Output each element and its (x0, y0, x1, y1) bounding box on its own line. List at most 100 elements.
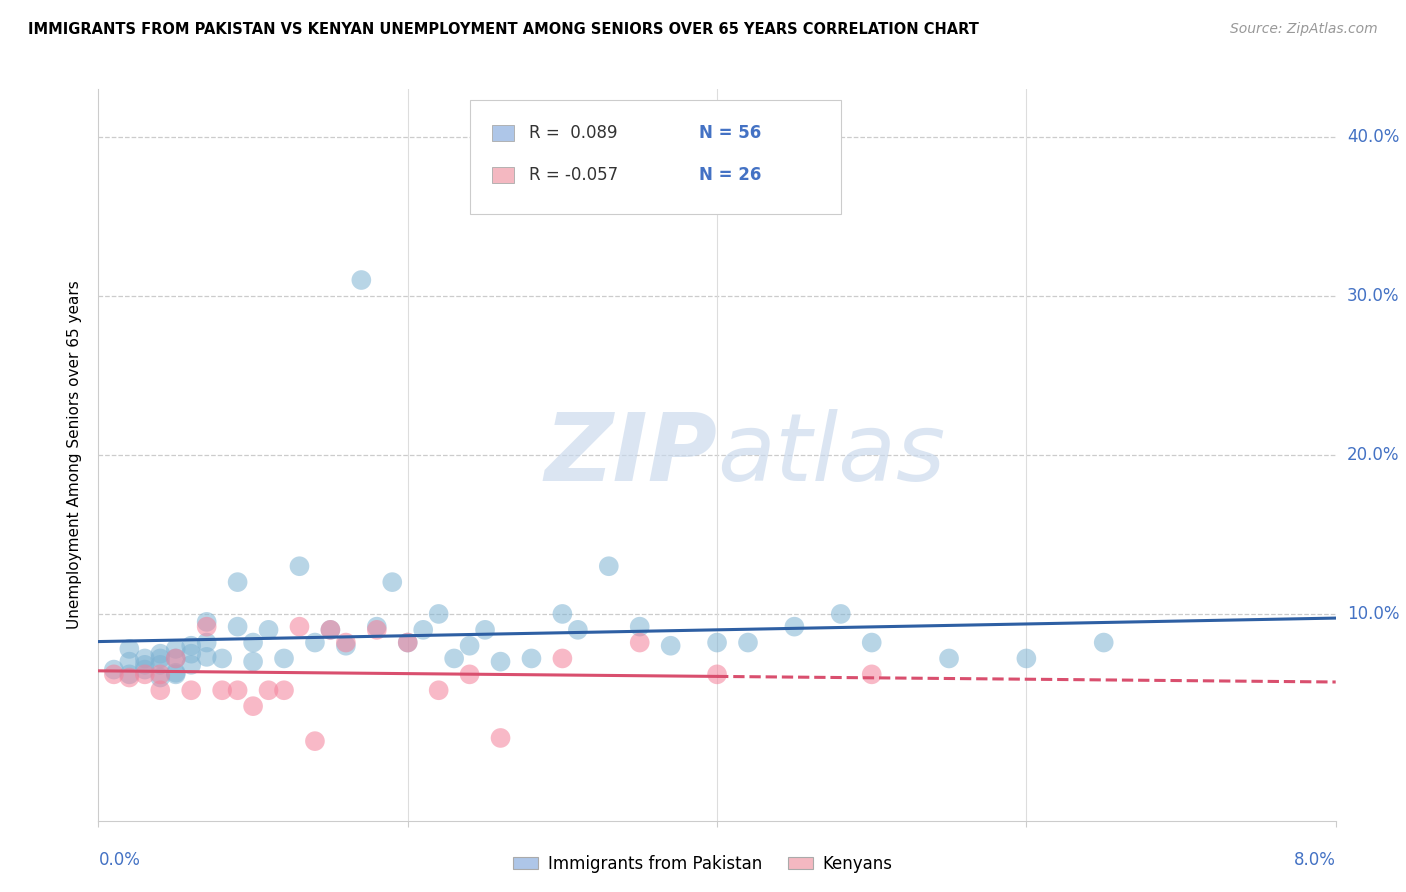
Point (195, 615, 218, 629)
Text: atlas: atlas (717, 409, 945, 500)
Point (1092, 635, 1115, 649)
Point (226, 575, 249, 590)
Point (860, 667, 883, 681)
Point (443, 651, 465, 665)
Point (257, 623, 280, 637)
Legend: Immigrants from Pakistan, Kenyans: Immigrants from Pakistan, Kenyans (506, 848, 900, 880)
FancyBboxPatch shape (492, 125, 513, 141)
Point (149, 651, 172, 665)
Point (134, 651, 156, 665)
Point (103, 663, 125, 677)
FancyBboxPatch shape (470, 100, 841, 213)
Point (165, 651, 187, 665)
Point (830, 607, 852, 621)
Text: R =  0.089: R = 0.089 (529, 124, 617, 142)
Point (118, 667, 141, 681)
Text: IMMIGRANTS FROM PAKISTAN VS KENYAN UNEMPLOYMENT AMONG SENIORS OVER 65 YEARS CORR: IMMIGRANTS FROM PAKISTAN VS KENYAN UNEMP… (28, 22, 979, 37)
Point (242, 635, 264, 649)
Point (628, 620, 651, 634)
Point (180, 657, 202, 672)
Point (195, 649, 218, 664)
Text: 8.0%: 8.0% (1294, 851, 1336, 869)
Point (366, 623, 388, 637)
Point (458, 667, 481, 681)
Point (149, 647, 172, 661)
Point (489, 731, 512, 745)
Point (938, 651, 960, 665)
Point (288, 559, 311, 574)
Point (149, 657, 172, 672)
Point (598, 559, 620, 574)
Text: 30.0%: 30.0% (1347, 287, 1399, 305)
Point (783, 620, 806, 634)
Point (551, 607, 574, 621)
Point (319, 623, 342, 637)
Point (288, 620, 311, 634)
Text: 0.0%: 0.0% (98, 851, 141, 869)
Point (134, 657, 156, 672)
Point (860, 635, 883, 649)
Point (304, 734, 326, 748)
Text: 40.0%: 40.0% (1347, 128, 1399, 146)
Point (226, 620, 249, 634)
Point (350, 273, 373, 287)
Point (118, 671, 141, 685)
Point (134, 667, 156, 681)
Point (165, 667, 187, 681)
Point (628, 635, 651, 649)
Point (180, 647, 202, 661)
Point (458, 639, 481, 653)
Point (149, 667, 172, 681)
Point (211, 683, 233, 698)
Point (149, 683, 172, 698)
Text: N = 26: N = 26 (699, 166, 761, 184)
Text: N = 56: N = 56 (699, 124, 761, 142)
Point (474, 623, 496, 637)
Point (273, 651, 295, 665)
Point (226, 683, 249, 698)
Text: R = -0.057: R = -0.057 (529, 166, 619, 184)
Point (335, 635, 357, 649)
Point (165, 651, 187, 665)
Point (211, 651, 233, 665)
Text: ZIP: ZIP (544, 409, 717, 501)
Point (319, 623, 342, 637)
Point (257, 683, 280, 698)
Point (427, 683, 450, 698)
Point (659, 639, 682, 653)
Point (489, 655, 512, 669)
Point (737, 635, 759, 649)
Point (366, 620, 388, 634)
Point (242, 655, 264, 669)
Point (165, 665, 187, 680)
Point (304, 635, 326, 649)
Point (118, 655, 141, 669)
Point (103, 667, 125, 681)
Point (427, 607, 450, 621)
Point (118, 641, 141, 656)
Point (180, 639, 202, 653)
Point (165, 641, 187, 656)
Point (242, 699, 264, 714)
Point (396, 635, 419, 649)
Text: 20.0%: 20.0% (1347, 446, 1399, 464)
Point (134, 663, 156, 677)
Point (706, 635, 728, 649)
Point (396, 635, 419, 649)
Text: 10.0%: 10.0% (1347, 605, 1399, 623)
Y-axis label: Unemployment Among Seniors over 65 years: Unemployment Among Seniors over 65 years (67, 281, 83, 629)
Point (195, 635, 218, 649)
Point (180, 683, 202, 698)
Point (412, 623, 434, 637)
Point (520, 651, 543, 665)
Point (567, 623, 589, 637)
FancyBboxPatch shape (492, 167, 513, 183)
Point (551, 651, 574, 665)
Point (1015, 651, 1038, 665)
Point (381, 575, 404, 590)
Point (706, 667, 728, 681)
Point (273, 683, 295, 698)
Point (149, 671, 172, 685)
Point (335, 639, 357, 653)
Point (195, 620, 218, 634)
